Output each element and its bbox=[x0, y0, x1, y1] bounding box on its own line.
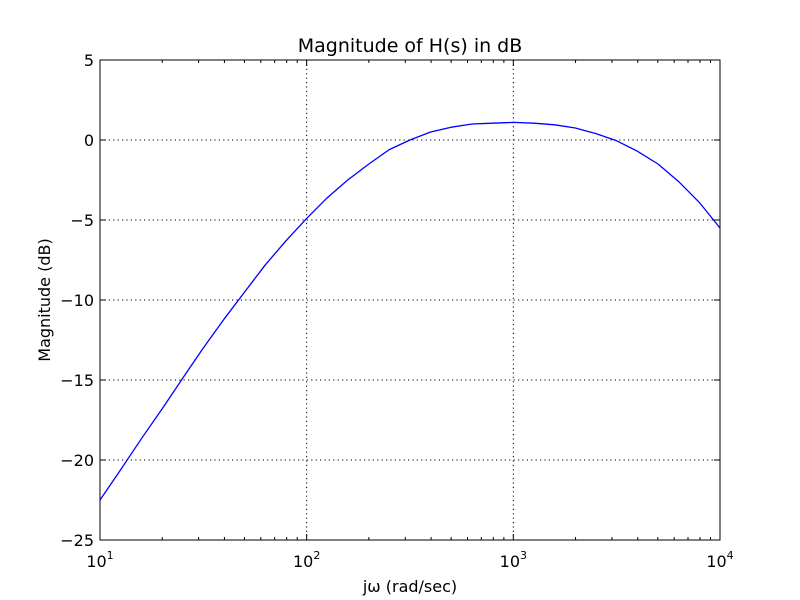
ticks bbox=[99, 59, 721, 541]
y-tick-label: −10 bbox=[60, 291, 94, 310]
x-tick-label-exponent: 2 bbox=[313, 549, 320, 562]
y-tick-label: 0 bbox=[84, 131, 94, 150]
y-tick-label: 5 bbox=[84, 51, 94, 70]
magnitude-line bbox=[99, 121, 721, 501]
x-tick-label-base: 10 bbox=[706, 552, 726, 571]
x-tick-label-exponent: 1 bbox=[107, 549, 114, 562]
x-tick-label-exponent: 4 bbox=[727, 549, 734, 562]
x-tick-label-exponent: 3 bbox=[520, 549, 527, 562]
y-axis-title: Magnitude (dB) bbox=[35, 238, 54, 361]
chart-title: Magnitude of H(s) in dB bbox=[298, 35, 523, 57]
series-layer bbox=[99, 121, 721, 501]
y-tick-label: −25 bbox=[60, 531, 94, 550]
x-axis-title: jω (rad/sec) bbox=[362, 577, 457, 596]
x-tick-label-base: 10 bbox=[293, 552, 313, 571]
y-tick-label: −5 bbox=[70, 211, 94, 230]
x-tick-label-base: 10 bbox=[500, 552, 520, 571]
x-tick-label-base: 10 bbox=[86, 552, 106, 571]
x-tick-label: 102 bbox=[293, 549, 320, 571]
x-tick-label: 101 bbox=[86, 549, 113, 571]
y-tick-label: −15 bbox=[60, 371, 94, 390]
x-tick-label: 104 bbox=[706, 549, 733, 571]
x-tick-label: 103 bbox=[500, 549, 527, 571]
grid bbox=[100, 60, 720, 540]
y-tick-label: −20 bbox=[60, 451, 94, 470]
